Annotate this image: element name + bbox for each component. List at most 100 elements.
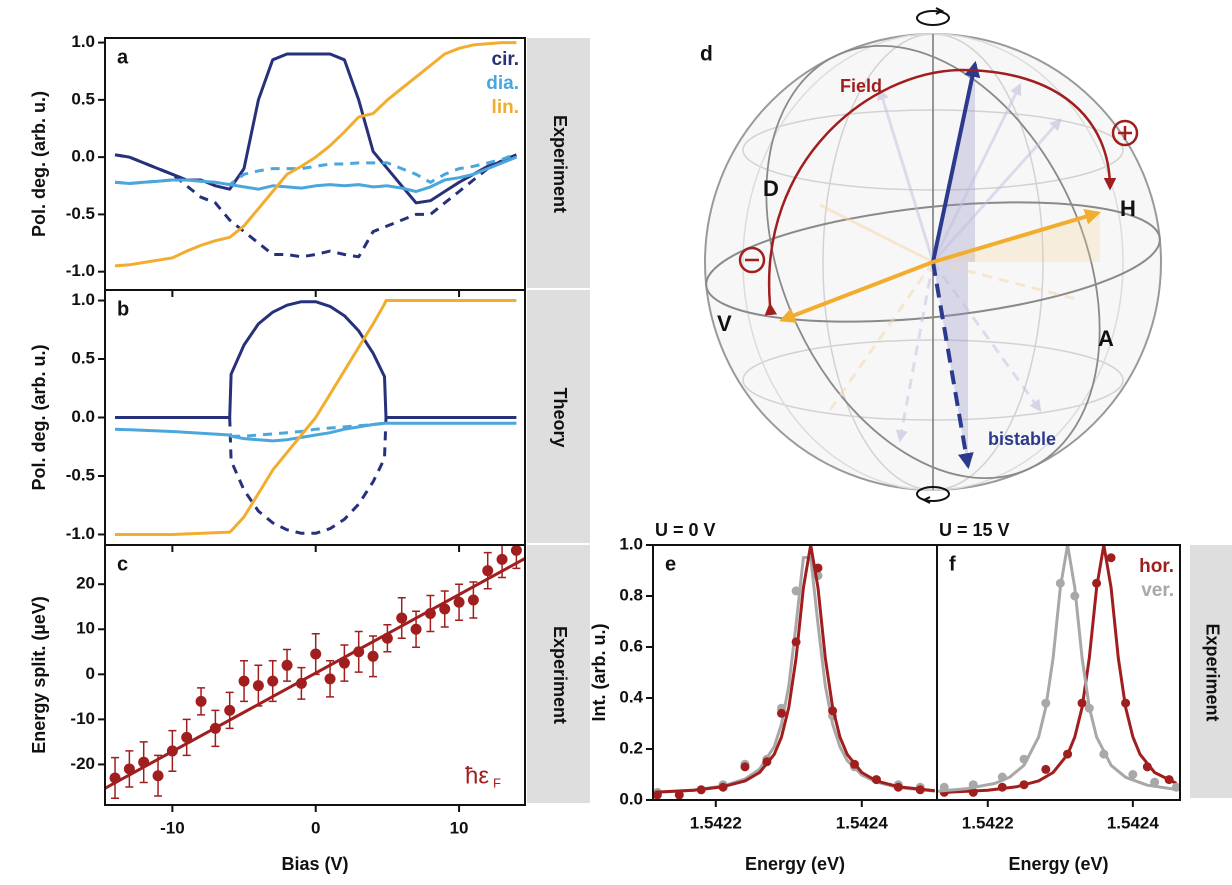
x-tick-label: 1.5422 <box>962 813 1014 832</box>
line <box>114 41 517 268</box>
y-tick-label: 0.2 <box>619 738 643 757</box>
y-axis-label: Energy split. (µeV) <box>29 596 49 753</box>
line <box>937 545 1177 793</box>
panel-label: b <box>117 298 129 320</box>
axes-frame <box>104 544 526 806</box>
dot <box>1092 578 1102 588</box>
x-axis-label: Energy (eV) <box>1008 854 1108 874</box>
dot <box>1019 754 1029 764</box>
plot-area <box>114 41 517 268</box>
dot <box>281 659 293 671</box>
dot <box>224 704 236 716</box>
dot <box>353 646 365 658</box>
dot <box>1041 698 1051 708</box>
dot <box>968 780 978 790</box>
dot <box>1150 777 1160 787</box>
dot <box>893 782 903 792</box>
dot <box>776 708 786 718</box>
panel-label: c <box>117 553 128 575</box>
y-tick-label: 0.6 <box>619 636 643 655</box>
dot <box>1106 553 1116 563</box>
annotation: ħε <box>465 762 489 789</box>
side-strip <box>527 290 590 543</box>
dot <box>381 632 393 644</box>
dot <box>482 565 494 577</box>
panel-label: a <box>117 46 129 68</box>
dot <box>1099 749 1109 759</box>
x-tick-label: 1.5422 <box>690 813 742 832</box>
field-label: Field <box>840 76 882 96</box>
dot <box>1041 764 1051 774</box>
faint-arrow <box>895 261 935 443</box>
side-label: Experiment <box>550 115 570 213</box>
y-tick-label: -0.5 <box>66 465 95 484</box>
y-tick-label: 0 <box>86 664 95 683</box>
line <box>114 52 517 205</box>
rotation-icon <box>916 486 950 504</box>
dot <box>813 563 823 573</box>
dot <box>496 553 508 565</box>
x-tick-label: -10 <box>160 818 185 837</box>
state-label: H <box>1120 196 1136 221</box>
plot-area <box>105 545 525 799</box>
y-tick-label: 1.0 <box>71 32 95 51</box>
y-tick-label: -1.0 <box>66 524 95 543</box>
dot <box>915 785 925 795</box>
dot <box>1128 770 1138 779</box>
dashed-line <box>114 153 517 259</box>
dot <box>1164 775 1174 785</box>
dot <box>939 782 949 792</box>
legend-entry: hor. <box>1139 556 1174 577</box>
dot <box>1055 578 1065 588</box>
line <box>115 299 517 536</box>
y-tick-label: 0.8 <box>619 585 643 604</box>
dot <box>740 762 750 772</box>
axes-frame <box>104 37 526 291</box>
dot <box>252 680 264 692</box>
faint-arrow <box>931 261 1042 412</box>
x-tick-label: 10 <box>450 818 469 837</box>
dot <box>138 756 150 768</box>
dot <box>510 545 522 556</box>
y-tick-label: 1.0 <box>619 534 643 553</box>
y-tick-label: -10 <box>70 709 95 728</box>
dot <box>1070 591 1080 601</box>
side-label: Theory <box>550 387 570 447</box>
y-tick-label: -20 <box>70 754 95 773</box>
dot <box>997 782 1007 792</box>
state-label: V <box>717 311 732 336</box>
dot <box>791 637 801 647</box>
y-tick-label: -0.5 <box>66 204 95 223</box>
dot <box>367 650 379 662</box>
faint-arrow <box>828 261 935 411</box>
dot <box>152 770 164 782</box>
y-tick-label: 0.0 <box>619 789 643 808</box>
panel-label: d <box>700 43 713 66</box>
panel-label: f <box>949 553 956 575</box>
dot <box>453 596 465 608</box>
dot <box>871 775 881 785</box>
dot <box>109 772 121 784</box>
line <box>115 300 517 419</box>
dot <box>267 675 279 687</box>
side-label: Experiment <box>550 626 570 724</box>
dot <box>762 757 772 767</box>
y-axis-label: Int. (arb. u.) <box>589 624 609 722</box>
line <box>114 421 517 443</box>
dot <box>396 612 408 624</box>
panel-label: e <box>665 553 676 575</box>
legend-entry: ver. <box>1141 580 1174 601</box>
dot <box>238 675 250 687</box>
dot <box>1121 698 1131 708</box>
state-label: A <box>1098 326 1114 351</box>
dot <box>968 787 978 797</box>
dot <box>1142 762 1152 772</box>
bistable-label: bistable <box>988 429 1056 449</box>
dot <box>123 763 135 775</box>
dot <box>195 695 207 707</box>
line <box>944 545 1178 794</box>
panel-title: U = 0 V <box>655 520 716 540</box>
y-axis-label: Pol. deg. (arb. u.) <box>29 91 49 237</box>
state-label: D <box>763 176 779 201</box>
